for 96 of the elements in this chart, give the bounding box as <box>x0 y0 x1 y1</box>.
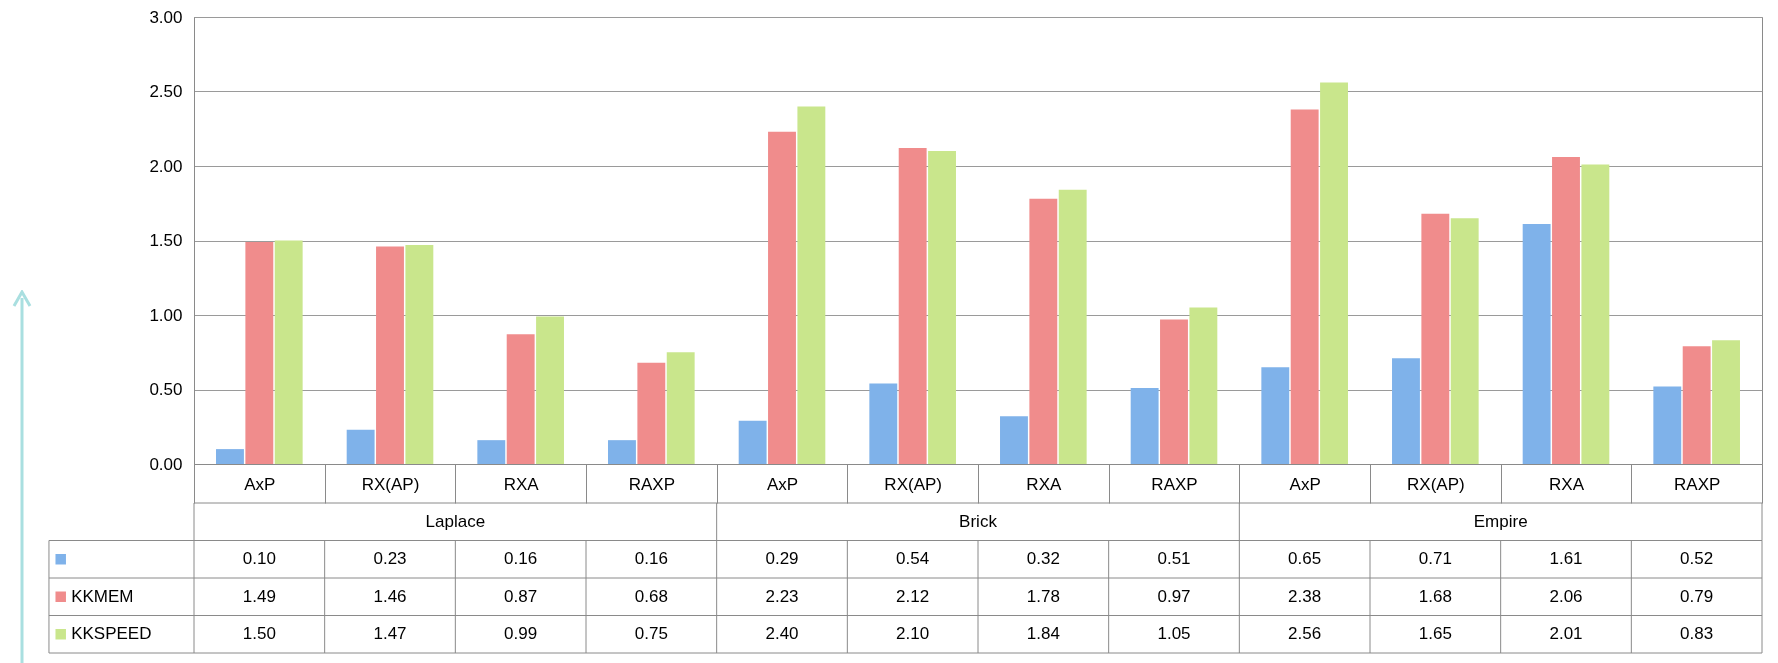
data-label: 0.97 <box>1157 586 1191 606</box>
x-tick-label: RAXP <box>628 474 675 494</box>
bar <box>1261 367 1290 464</box>
bar <box>1653 386 1682 464</box>
x-tick-label: RXA <box>1549 474 1585 494</box>
data-label: 1.68 <box>1418 586 1452 606</box>
x-tick-label: AxP <box>766 474 799 494</box>
y-tick-label: 1.50 <box>149 231 183 250</box>
data-label: 0.83 <box>1680 624 1714 644</box>
bar <box>245 241 274 464</box>
y-tick-label: 0.50 <box>149 380 183 399</box>
data-label: 0.79 <box>1680 586 1714 606</box>
bar <box>1450 218 1479 464</box>
bar <box>666 352 695 464</box>
data-label: 1.46 <box>373 586 407 606</box>
data-label: 1.47 <box>373 624 407 644</box>
bar <box>1160 319 1188 464</box>
data-label: 0.16 <box>634 549 668 569</box>
data-label: 1.78 <box>1026 586 1060 606</box>
data-label: 2.40 <box>765 624 799 644</box>
bar <box>1392 358 1420 464</box>
x-tick-label: RX(AP) <box>361 474 420 494</box>
x-tick-label: RAXP <box>1674 474 1721 494</box>
data-label: 0.71 <box>1418 549 1452 569</box>
data-label: 1.84 <box>1026 624 1060 644</box>
data-label: 1.49 <box>242 586 276 606</box>
bar <box>898 148 927 464</box>
y-tick-label: 3.00 <box>149 7 183 27</box>
data-label: 0.65 <box>1288 549 1322 569</box>
x-tick-label: AxP <box>244 474 276 494</box>
data-label: 0.29 <box>765 549 799 569</box>
bar <box>1058 189 1087 464</box>
data-label: 0.23 <box>373 549 407 569</box>
y-tick-label: 1.00 <box>149 305 183 325</box>
x-tick-label: RXA <box>1026 474 1062 494</box>
bar <box>346 429 375 464</box>
data-label: 1.65 <box>1418 624 1452 644</box>
data-label: 2.38 <box>1288 586 1322 606</box>
bar <box>768 131 796 464</box>
data-label: 0.87 <box>504 586 538 606</box>
bar <box>1552 157 1580 464</box>
data-label: 0.32 <box>1026 549 1060 569</box>
x-tick-label: RX(AP) <box>884 474 942 494</box>
data-label: 0.75 <box>634 624 668 644</box>
x-tick-label: RAXP <box>1151 474 1198 494</box>
y-tick-label: 2.50 <box>149 82 183 101</box>
bar <box>1682 346 1711 464</box>
bar <box>1712 340 1740 464</box>
bar <box>1189 307 1218 464</box>
bar <box>506 334 535 464</box>
data-label: 1.61 <box>1549 549 1583 569</box>
bar <box>1522 224 1551 464</box>
bar <box>405 244 434 464</box>
data-label: 2.12 <box>896 586 930 606</box>
bar <box>376 246 404 464</box>
data-label: 0.52 <box>1680 549 1714 569</box>
data-label: 0.54 <box>896 549 930 569</box>
data-label: 1.50 <box>242 624 276 644</box>
y-tick-label: 2.00 <box>149 156 183 176</box>
bar <box>928 151 956 464</box>
data-label: 2.06 <box>1549 586 1583 606</box>
bar <box>1130 388 1159 464</box>
x-tick-label: RX(AP) <box>1407 474 1465 494</box>
text: Empire <box>1473 511 1528 531</box>
data-label: 2.10 <box>896 624 930 644</box>
bar <box>1290 109 1319 464</box>
data-label: 1.05 <box>1157 624 1191 644</box>
legend-label: KKMEM <box>71 586 134 606</box>
x-tick-label: AxP <box>1289 474 1321 494</box>
data-label: 0.16 <box>504 549 538 569</box>
bar <box>738 420 767 464</box>
data-label: 0.10 <box>242 549 276 569</box>
bar <box>1421 213 1450 464</box>
data-label: 0.68 <box>634 586 668 606</box>
bar <box>1000 416 1028 464</box>
bar <box>216 449 244 464</box>
data-label: 2.56 <box>1288 624 1322 644</box>
data-label: 2.01 <box>1549 624 1583 644</box>
bar <box>1581 164 1610 464</box>
bar <box>1320 82 1348 464</box>
bar <box>637 362 666 464</box>
bar <box>797 106 826 464</box>
bar <box>274 240 303 464</box>
legend-label: KKSPEED <box>71 624 152 644</box>
text: Brick <box>959 511 998 531</box>
bar <box>869 383 898 464</box>
data-label: 2.23 <box>765 586 799 606</box>
bar <box>608 440 636 464</box>
x-tick-label: RXA <box>503 474 540 494</box>
bar <box>477 440 506 464</box>
bar <box>1029 198 1058 464</box>
text: Laplace <box>425 511 486 531</box>
data-label: 0.99 <box>504 624 538 644</box>
data-label: 0.51 <box>1157 549 1191 569</box>
bar <box>536 316 564 464</box>
y-tick-label: 0.00 <box>149 454 183 474</box>
